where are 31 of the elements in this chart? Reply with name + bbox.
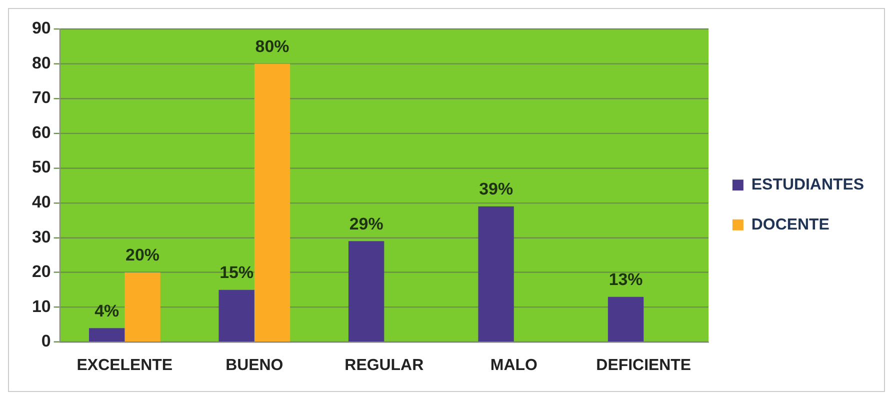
data-label: 15% [220,263,254,282]
bar [254,64,290,342]
y-tick-label: 10 [32,296,51,316]
data-label: 39% [479,180,514,199]
y-tick-label: 30 [32,227,51,246]
x-tick-label: BUENO [226,356,284,374]
x-tick-label: MALO [490,356,538,374]
bar [218,290,254,342]
y-tick-label: 0 [41,332,51,351]
bar [478,206,514,342]
y-tick-label: 50 [32,158,51,177]
data-label: 29% [349,214,384,234]
y-tick-label: 90 [32,18,51,38]
x-tick-label: REGULAR [344,356,424,374]
y-tick-label: 70 [32,88,51,108]
x-tick-label: DEFICIENTE [596,356,692,374]
bar [608,296,644,342]
data-label: 13% [608,270,643,290]
y-tick-label: 20 [32,262,51,282]
data-label: 80% [255,36,290,56]
y-tick-label: 80 [32,53,51,72]
bar [124,272,160,342]
bar [88,328,125,342]
data-label: 20% [126,246,160,265]
x-tick-label: EXCELENTE [76,356,173,374]
bar [348,241,384,342]
y-tick-label: 40 [32,192,51,212]
data-label: 4% [94,301,120,320]
y-tick-label: 60 [32,122,51,142]
legend-label: DOCENTE [751,216,830,234]
legend-label: ESTUDIANTES [751,176,864,194]
